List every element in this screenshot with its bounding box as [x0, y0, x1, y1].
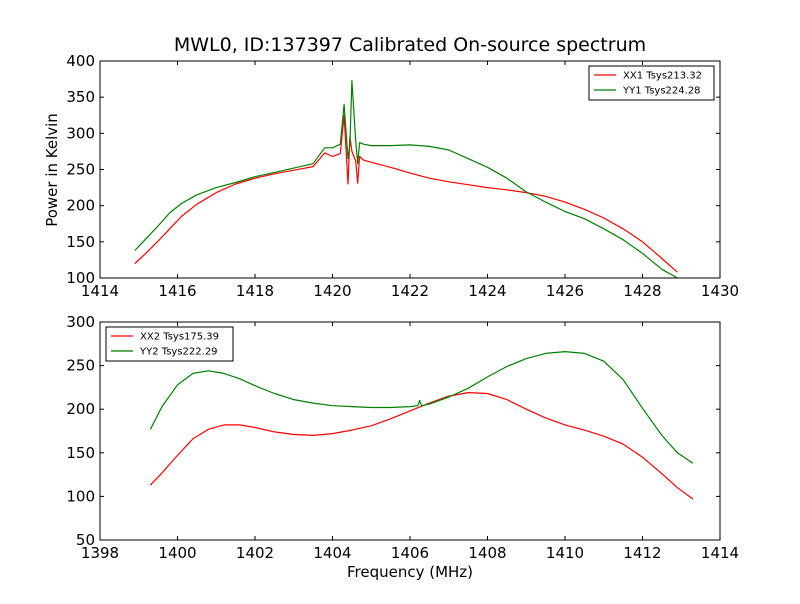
plot2-x-tick-label: 1414	[701, 544, 739, 562]
plot1-y-tick-label: 100	[66, 269, 95, 287]
plot1-series-2-line	[134, 79, 678, 279]
plot2-y-tick-label: 150	[66, 444, 95, 462]
plot1-x-tick-label: 1414	[81, 282, 119, 300]
plot2-legend-box	[105, 326, 234, 362]
plot1-y-tick-label: 300	[66, 124, 95, 142]
plot2-y-tick-label: 200	[66, 400, 95, 418]
y-axis-label: Power in Kelvin	[43, 113, 61, 227]
plot2-x-tick-label: 1410	[546, 544, 584, 562]
plot2-legend-label-1: XX2 Tsys175.39	[140, 332, 219, 343]
plot2-x-tick-label: 1400	[158, 544, 196, 562]
plot1-x-tick-label: 1416	[158, 282, 196, 300]
plot1-x-tick-label: 1424	[468, 282, 506, 300]
plot1-y-tick-label: 400	[66, 52, 95, 70]
plot1-x-tick-label: 1428	[623, 282, 661, 300]
plot1-series-1-line	[134, 114, 678, 273]
plot1-legend-label-1: XX1 Tsys213.32	[623, 71, 702, 82]
plot2-x-tick-label: 1408	[468, 544, 506, 562]
plot2-y-tick-label: 100	[66, 487, 95, 505]
plot1-y-tick-label: 150	[66, 233, 95, 251]
plot1-y-tick-label: 250	[66, 161, 95, 179]
plot2-series-2-line	[149, 351, 694, 464]
plot2-x-tick-label: 1406	[391, 544, 429, 562]
plot1-y-tick-label: 200	[66, 197, 95, 215]
plot2-x-tick-label: 1404	[313, 544, 351, 562]
plot2-y-tick-label: 50	[76, 531, 95, 549]
plot1-x-tick-label: 1426	[546, 282, 584, 300]
plot1-legend-box	[588, 65, 715, 101]
plot1-legend-label-2: YY1 Tsys224.28	[622, 86, 701, 97]
plot2-y-tick-label: 250	[66, 357, 95, 375]
x-axis-label: Frequency (MHz)	[347, 563, 473, 581]
plot2-series-1-line	[149, 392, 694, 500]
plot2-x-tick-label: 1412	[623, 544, 661, 562]
plot1-x-tick-label: 1420	[313, 282, 351, 300]
plot2-legend-label-2: YY2 Tsys222.29	[139, 347, 218, 358]
plot2-x-tick-label: 1402	[236, 544, 274, 562]
plot2-y-tick-label: 300	[66, 313, 95, 331]
plot1-x-tick-label: 1418	[236, 282, 274, 300]
plot1-x-tick-label: 1430	[701, 282, 739, 300]
plot1-y-tick-label: 350	[66, 88, 95, 106]
plot1-x-tick-label: 1422	[391, 282, 429, 300]
plot2-x-tick-label: 1398	[81, 544, 119, 562]
figure-title: MWL0, ID:137397 Calibrated On-source spe…	[173, 34, 647, 56]
